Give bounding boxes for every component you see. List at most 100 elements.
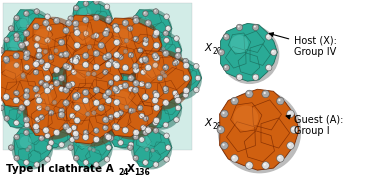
Circle shape [25, 101, 27, 103]
Circle shape [71, 125, 77, 130]
Circle shape [84, 91, 86, 93]
Circle shape [105, 158, 107, 159]
Circle shape [94, 65, 96, 67]
Circle shape [134, 81, 136, 83]
Circle shape [62, 14, 122, 74]
Circle shape [154, 91, 155, 93]
Circle shape [180, 80, 184, 84]
Circle shape [52, 68, 56, 72]
Circle shape [164, 123, 166, 125]
Circle shape [175, 97, 181, 104]
Circle shape [95, 34, 96, 36]
Circle shape [20, 136, 32, 148]
Polygon shape [105, 80, 162, 137]
Circle shape [163, 88, 169, 94]
Circle shape [14, 15, 20, 21]
Circle shape [223, 65, 229, 71]
Circle shape [73, 126, 74, 128]
Circle shape [58, 112, 65, 118]
Circle shape [75, 136, 76, 137]
Circle shape [183, 88, 189, 94]
Circle shape [104, 56, 106, 57]
Circle shape [2, 88, 43, 130]
Polygon shape [108, 109, 147, 148]
Circle shape [107, 54, 109, 56]
Circle shape [23, 54, 29, 60]
Circle shape [45, 157, 50, 162]
Circle shape [93, 162, 99, 167]
Circle shape [105, 29, 107, 31]
Polygon shape [143, 89, 182, 128]
Circle shape [14, 99, 16, 101]
Circle shape [35, 36, 40, 41]
Circle shape [34, 87, 36, 89]
Circle shape [102, 93, 109, 99]
Circle shape [263, 163, 266, 166]
Circle shape [33, 23, 39, 30]
Circle shape [75, 31, 77, 33]
Polygon shape [133, 129, 172, 168]
Circle shape [153, 128, 159, 133]
Polygon shape [4, 89, 43, 128]
Circle shape [43, 82, 49, 89]
Circle shape [75, 56, 77, 58]
Circle shape [107, 91, 109, 93]
Circle shape [160, 70, 165, 75]
Circle shape [272, 51, 274, 52]
Circle shape [163, 122, 169, 128]
Circle shape [159, 50, 163, 54]
Circle shape [20, 46, 24, 50]
Circle shape [5, 38, 7, 40]
Circle shape [145, 127, 152, 133]
Circle shape [139, 136, 151, 148]
Circle shape [151, 149, 155, 152]
Circle shape [40, 137, 42, 138]
Circle shape [114, 124, 120, 130]
Circle shape [131, 9, 172, 50]
Circle shape [160, 58, 202, 100]
Circle shape [145, 148, 149, 151]
Circle shape [266, 65, 272, 71]
Circle shape [84, 54, 86, 56]
Circle shape [10, 96, 22, 108]
Circle shape [15, 157, 17, 158]
Circle shape [133, 155, 139, 161]
Circle shape [154, 129, 156, 131]
Circle shape [75, 119, 77, 120]
Circle shape [3, 56, 9, 62]
Circle shape [165, 134, 167, 136]
Circle shape [64, 29, 66, 31]
Circle shape [22, 79, 83, 140]
Circle shape [15, 91, 17, 93]
Circle shape [195, 88, 197, 90]
Circle shape [175, 61, 177, 62]
Circle shape [36, 118, 38, 120]
Circle shape [33, 27, 37, 31]
FancyBboxPatch shape [3, 3, 192, 150]
Circle shape [93, 15, 99, 21]
Circle shape [95, 0, 96, 2]
Circle shape [133, 134, 139, 140]
Circle shape [69, 146, 71, 148]
Circle shape [153, 62, 158, 68]
Circle shape [83, 1, 89, 6]
Circle shape [262, 162, 270, 169]
Circle shape [82, 89, 89, 96]
Circle shape [21, 73, 25, 77]
Circle shape [94, 52, 96, 54]
Circle shape [153, 117, 160, 124]
Circle shape [46, 26, 52, 31]
Circle shape [73, 94, 79, 100]
Circle shape [152, 97, 158, 104]
Circle shape [95, 129, 96, 131]
Circle shape [0, 106, 2, 108]
Circle shape [112, 23, 119, 30]
Circle shape [59, 108, 64, 113]
Circle shape [105, 134, 107, 136]
Circle shape [73, 20, 79, 27]
Circle shape [154, 44, 156, 46]
Polygon shape [135, 51, 192, 107]
Circle shape [38, 49, 39, 50]
Circle shape [143, 11, 148, 16]
Circle shape [69, 17, 71, 19]
